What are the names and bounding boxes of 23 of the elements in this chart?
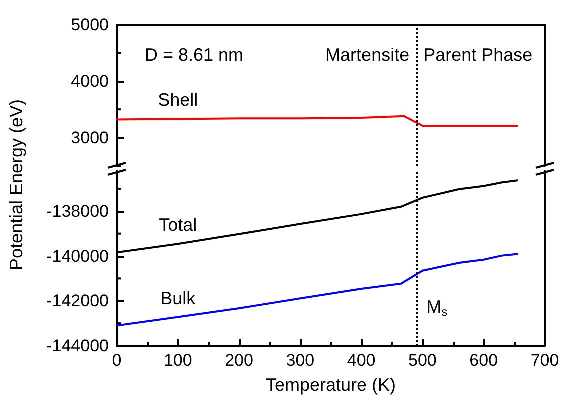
annotation: Martensite: [326, 45, 410, 65]
y-axis-title: Potential Energy (eV): [6, 99, 28, 271]
x-tick-label: 300: [286, 351, 315, 370]
x-tick-label: 200: [225, 351, 254, 370]
y-tick-label: -140000: [46, 246, 109, 266]
x-tick-label: 100: [164, 351, 192, 370]
x-axis-title: Temperature (K): [266, 375, 396, 395]
series-label: Total: [159, 215, 198, 236]
annotation: Parent Phase: [424, 45, 533, 65]
x-tick-label: 700: [530, 351, 560, 370]
y-tick-label: 3000: [71, 128, 109, 148]
series-label: Shell: [158, 90, 198, 110]
y-tick-label: -142000: [46, 292, 109, 311]
annotation: D = 8.61 nm: [145, 45, 244, 65]
x-tick-label: 400: [347, 351, 376, 370]
x-tick-label: 600: [470, 351, 498, 370]
y-tick-label: 5000: [71, 16, 109, 34]
x-tick-label: 0: [112, 351, 122, 370]
y-tick-label: -138000: [46, 202, 109, 221]
series-label: Bulk: [160, 288, 197, 308]
y-tick-label: 4000: [71, 72, 109, 91]
x-tick-label: 500: [408, 351, 437, 370]
y-tick-label: -144000: [46, 336, 109, 356]
